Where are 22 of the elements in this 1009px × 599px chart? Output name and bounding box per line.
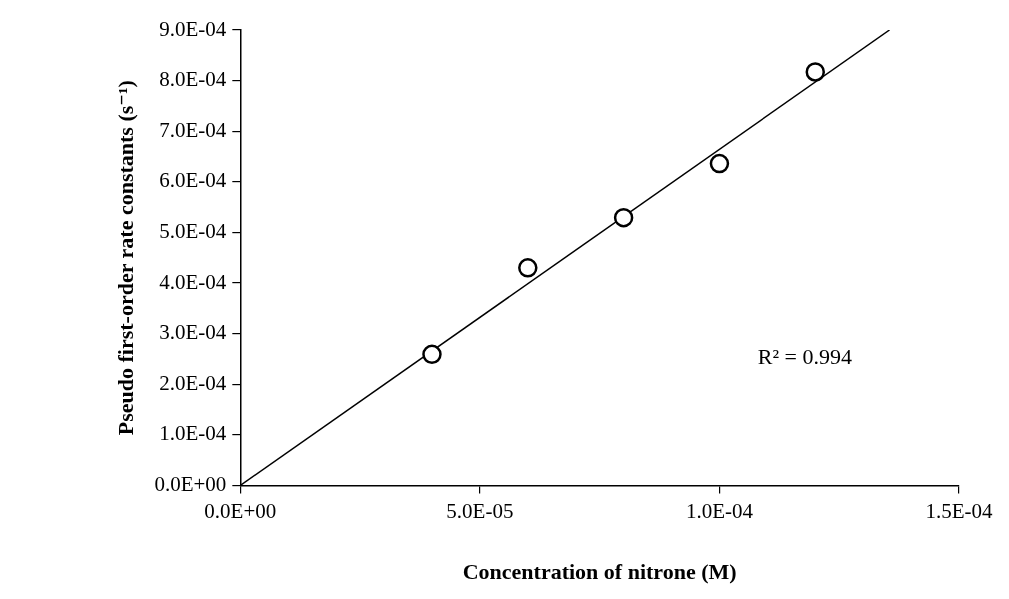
x-tick-label: 1.5E-04 [925, 498, 994, 523]
point [518, 258, 538, 278]
point [422, 344, 442, 365]
y-tick-label: 0.0E+00 [154, 471, 227, 496]
y-tick-label: 2.0E-04 [159, 370, 227, 395]
y-tick-label: 1.0E-04 [159, 421, 227, 446]
y-tick-label: 8.0E-04 [159, 67, 227, 92]
point [613, 207, 634, 228]
x-tick-label: 1.0E-04 [685, 498, 754, 523]
y-axis-title: Pseudo first-order rate constants (s⁻¹) [112, 80, 138, 436]
y-tick-label: 5.0E-04 [159, 218, 227, 243]
y-tick-label: 6.0E-04 [159, 168, 227, 193]
x-tick-label: 0.0E+00 [204, 498, 277, 523]
x-axis-title: Concentration of nitrone (M) [462, 559, 737, 585]
x-tick-label: 5.0E-05 [446, 498, 514, 523]
point [709, 153, 730, 174]
annotation: R² = 0.994 [757, 343, 852, 369]
point [805, 62, 826, 82]
y-tick-label: 7.0E-04 [159, 117, 227, 142]
y-tick-label: 4.0E-04 [159, 269, 227, 294]
y-tick-label: 9.0E-04 [159, 16, 227, 41]
y-tick-label: 3.0E-04 [159, 320, 227, 345]
